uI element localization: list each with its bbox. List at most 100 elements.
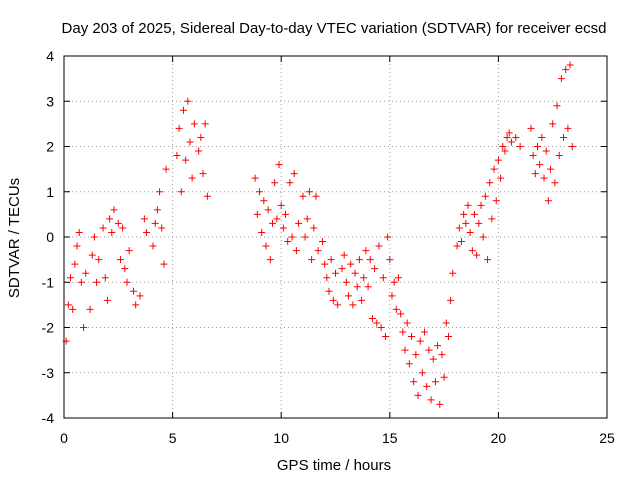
data-point	[457, 238, 465, 246]
data-point	[197, 133, 205, 141]
data-point	[99, 224, 107, 232]
data-point	[499, 143, 507, 150]
x-tick-label: 25	[599, 430, 615, 446]
data-point	[547, 165, 555, 173]
data-point	[160, 260, 168, 268]
data-point	[69, 305, 77, 313]
data-point	[184, 97, 192, 105]
data-point	[410, 378, 418, 386]
data-point	[255, 188, 263, 196]
data-point	[421, 328, 429, 336]
data-point	[379, 274, 387, 282]
plot-frame	[63, 55, 608, 419]
data-point	[264, 206, 272, 214]
data-point	[295, 219, 303, 227]
data-point	[394, 274, 402, 282]
data-point	[397, 310, 405, 318]
data-point	[464, 201, 472, 209]
data-point	[279, 224, 287, 232]
data-point	[201, 120, 209, 128]
data-point	[318, 238, 326, 246]
chart-title: Day 203 of 2025, Sidereal Day-to-day VTE…	[62, 20, 607, 37]
data-point	[116, 256, 124, 264]
data-point	[143, 228, 151, 236]
data-point	[438, 351, 446, 359]
data-point	[292, 247, 300, 255]
data-point	[301, 233, 309, 241]
data-point	[284, 238, 292, 246]
data-point	[544, 197, 552, 205]
data-point	[503, 133, 511, 141]
data-point	[271, 179, 279, 187]
data-point	[408, 333, 416, 341]
data-point	[453, 242, 461, 250]
data-points	[62, 61, 576, 408]
data-point	[266, 256, 274, 264]
data-point	[149, 242, 157, 250]
data-point	[286, 179, 294, 187]
data-point	[353, 283, 361, 291]
data-point	[151, 219, 159, 227]
data-point	[477, 201, 485, 209]
data-point	[390, 278, 398, 286]
data-point	[455, 224, 463, 232]
x-tick-label: 15	[382, 430, 398, 446]
data-point	[497, 174, 505, 182]
data-point	[431, 378, 439, 386]
data-point	[486, 179, 494, 187]
data-point	[262, 242, 270, 250]
data-point	[533, 143, 541, 150]
data-point	[501, 147, 509, 155]
data-point	[557, 75, 565, 83]
data-point	[177, 188, 185, 196]
data-point	[258, 228, 266, 236]
data-point	[362, 247, 370, 255]
data-point	[492, 197, 500, 205]
data-point	[125, 247, 133, 255]
data-point	[186, 138, 194, 146]
data-point	[414, 391, 422, 399]
data-point	[342, 278, 350, 286]
data-point	[80, 324, 88, 331]
data-point	[540, 174, 548, 182]
data-point	[375, 242, 383, 250]
data-point	[364, 283, 372, 291]
data-point	[123, 278, 131, 286]
data-point	[516, 143, 524, 150]
x-tick-label: 10	[273, 430, 289, 446]
data-point	[466, 228, 474, 236]
y-axis-label: SDTVAR / TECUs	[6, 178, 23, 298]
data-point	[436, 400, 444, 408]
data-point	[288, 233, 296, 241]
data-point	[260, 197, 268, 205]
data-point	[334, 301, 342, 309]
data-point	[90, 233, 98, 241]
data-point	[527, 124, 535, 132]
data-point	[95, 256, 103, 264]
data-point	[188, 174, 196, 182]
data-point	[347, 260, 355, 268]
data-point	[542, 147, 550, 155]
data-point	[86, 305, 94, 313]
data-point	[77, 278, 85, 286]
data-point	[345, 292, 353, 300]
data-point	[195, 147, 203, 155]
y-tick-label: 0	[46, 229, 54, 245]
data-point	[384, 233, 392, 241]
data-point	[536, 161, 544, 169]
data-point	[321, 260, 329, 268]
data-point	[175, 124, 183, 132]
data-point	[329, 296, 337, 304]
data-point	[82, 269, 90, 277]
data-point	[460, 210, 468, 218]
axis-ticks: 0 5 10 15 20 25 -4 -3 -2 -1 0 1 2 3 4	[42, 48, 615, 446]
data-point	[88, 251, 96, 259]
data-point	[473, 251, 481, 259]
data-point	[366, 256, 374, 264]
data-point	[203, 192, 211, 200]
data-point	[481, 192, 489, 200]
data-point	[416, 337, 424, 345]
data-point	[412, 351, 420, 359]
data-point	[562, 66, 570, 74]
data-point	[162, 165, 170, 173]
